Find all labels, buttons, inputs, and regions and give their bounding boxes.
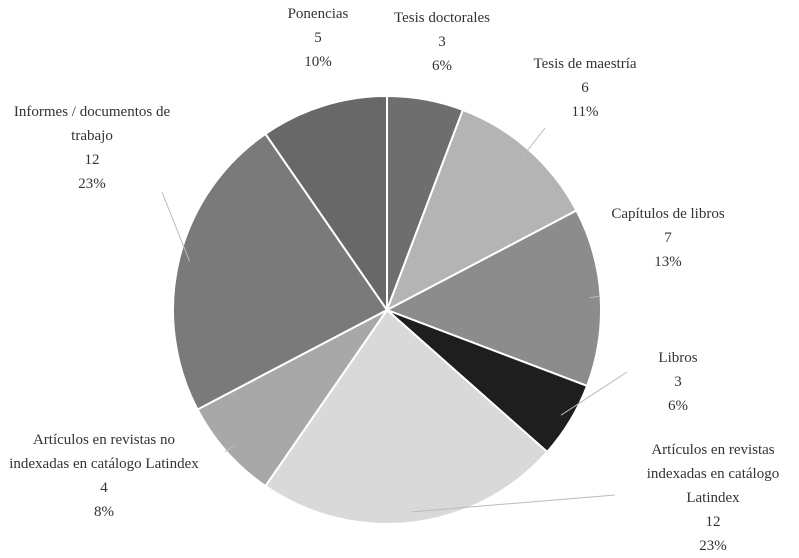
percent-label: 23% (699, 538, 727, 554)
category-label: Artículos en revistas indexadas en catál… (646, 442, 780, 506)
category-label: Capítulos de libros (611, 206, 725, 222)
leader-line (589, 295, 601, 299)
category-label: Libros (658, 350, 698, 366)
count-label: 12 (84, 152, 100, 168)
pie-slice (384, 209, 602, 388)
pie-slice (172, 132, 389, 411)
leader-line (161, 191, 191, 262)
count-label: 6 (581, 80, 589, 96)
leader-line (521, 127, 546, 159)
slice-label: Tesis de maestría 6 11% (505, 52, 665, 124)
count-label: 3 (438, 34, 446, 50)
percent-label: 6% (432, 58, 452, 74)
pie-slice (264, 308, 549, 525)
percent-label: 6% (668, 398, 688, 414)
slice-label: Tesis doctorales 3 6% (372, 6, 512, 78)
slice-label: Artículos en revistas no indexadas en ca… (4, 428, 204, 524)
slice-label: Ponencias 5 10% (258, 2, 378, 74)
leader-line (560, 371, 628, 416)
slice-label: Artículos en revistas indexadas en catál… (633, 438, 793, 558)
count-label: 3 (674, 374, 682, 390)
category-label: Ponencias (287, 6, 349, 22)
count-label: 12 (705, 514, 721, 530)
pie-slice (196, 309, 388, 488)
slice-label: Informes / documentos de trabajo 12 23% (12, 100, 172, 196)
percent-label: 13% (654, 254, 682, 270)
percent-label: 11% (571, 104, 599, 120)
count-label: 5 (314, 30, 322, 46)
slice-label: Capítulos de libros 7 13% (583, 202, 753, 274)
percent-label: 8% (94, 504, 114, 520)
percent-label: 23% (78, 176, 106, 192)
leader-line (411, 494, 616, 513)
percent-label: 10% (304, 54, 332, 70)
slice-label: Libros 3 6% (633, 346, 723, 418)
pie-slice (385, 108, 578, 313)
category-label: Artículos en revistas no indexadas en ca… (9, 432, 199, 472)
count-label: 7 (664, 230, 672, 246)
category-label: Informes / documentos de trabajo (13, 104, 171, 144)
count-label: 4 (100, 480, 108, 496)
category-label: Tesis de maestría (533, 56, 637, 72)
pie-slice (264, 94, 388, 314)
leader-line (224, 444, 236, 453)
category-label: Tesis doctorales (393, 10, 490, 26)
